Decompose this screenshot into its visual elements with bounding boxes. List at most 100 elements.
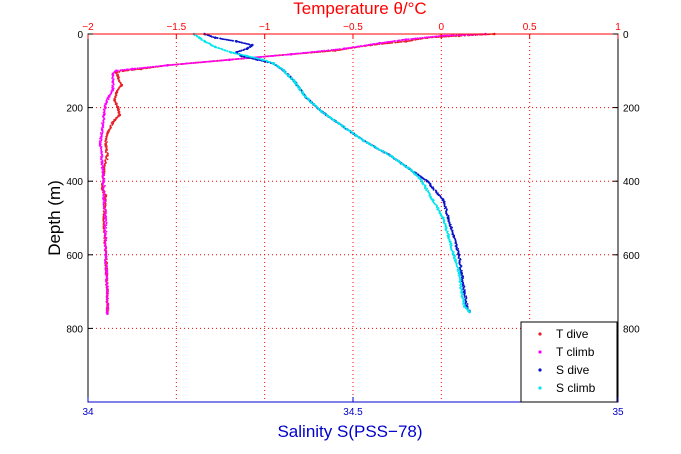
data-point (121, 83, 124, 86)
data-point (323, 113, 326, 116)
data-point (100, 158, 102, 161)
data-point (212, 36, 215, 39)
data-point (101, 127, 104, 130)
data-point (130, 68, 133, 70)
data-point (410, 38, 412, 40)
data-point (281, 54, 284, 56)
data-point (102, 183, 104, 186)
data-point (389, 40, 392, 43)
data-point (227, 58, 230, 61)
top-tick-label: −2 (82, 22, 94, 33)
data-point (224, 49, 227, 52)
series-s-climb (192, 32, 471, 314)
data-point (456, 253, 459, 255)
data-point (193, 34, 196, 37)
data-point (346, 47, 349, 50)
legend-marker (538, 350, 542, 354)
data-point (437, 207, 440, 210)
legend-label: S dive (556, 363, 590, 377)
data-point (104, 200, 106, 203)
data-point (180, 63, 183, 66)
data-point (407, 38, 409, 41)
data-point (440, 215, 443, 218)
data-point (105, 102, 107, 105)
data-point (241, 41, 244, 44)
data-point (436, 193, 439, 196)
data-point (279, 54, 282, 57)
data-point (425, 189, 428, 191)
data-point (106, 153, 109, 156)
data-point (267, 55, 270, 58)
data-point (455, 34, 458, 37)
data-point (375, 42, 378, 45)
data-point (446, 216, 449, 219)
data-point (104, 212, 107, 215)
data-point (215, 46, 217, 49)
data-point (171, 63, 174, 66)
data-point (157, 65, 160, 68)
data-point (104, 142, 107, 145)
data-point (105, 306, 108, 309)
data-point (111, 124, 114, 126)
data-point (206, 60, 209, 63)
y-axis-label: Depth (m) (45, 180, 64, 256)
data-point (315, 50, 318, 53)
y-tick-label-right: 600 (623, 251, 640, 262)
data-point (284, 53, 287, 56)
data-point (446, 234, 449, 237)
top-tick-label: −1.5 (166, 22, 186, 33)
data-point (167, 64, 169, 67)
data-point (123, 68, 126, 71)
data-point (303, 95, 306, 97)
data-point (106, 266, 108, 268)
data-point (245, 54, 248, 57)
data-point (435, 206, 438, 209)
data-point (387, 41, 390, 43)
data-point (106, 149, 109, 151)
data-point (338, 48, 340, 51)
data-point (105, 194, 108, 197)
data-point (445, 227, 448, 230)
data-point (417, 177, 420, 179)
data-point (327, 49, 329, 52)
data-point (100, 136, 103, 139)
y-tick-label-left: 400 (66, 177, 83, 188)
data-point (239, 53, 241, 56)
data-point (437, 194, 440, 197)
data-point (423, 36, 426, 39)
data-point (117, 69, 119, 72)
data-point (425, 179, 428, 182)
data-point (442, 216, 445, 219)
data-point (375, 147, 378, 149)
data-point (195, 61, 198, 64)
y-tick-label-right: 200 (623, 104, 640, 115)
data-point (297, 86, 299, 89)
data-point (258, 56, 260, 59)
data-point (345, 128, 348, 131)
data-point (387, 153, 389, 156)
data-point (450, 34, 453, 37)
bottom-axis-ticks: 34 34.5 35 (82, 397, 624, 418)
data-point (146, 66, 149, 69)
data-point (219, 59, 222, 62)
data-point (238, 41, 241, 44)
data-point (105, 230, 108, 233)
data-point (308, 100, 311, 102)
data-point (190, 62, 193, 65)
data-point (313, 50, 316, 53)
data-point (211, 35, 213, 38)
top-tick-label: −0.5 (343, 22, 363, 33)
data-point (404, 165, 406, 168)
data-point (246, 48, 248, 50)
data-point (453, 259, 456, 262)
data-point (104, 107, 107, 110)
data-point (275, 64, 278, 67)
data-point (112, 87, 115, 90)
data-point (451, 226, 454, 229)
data-point (277, 66, 280, 69)
data-point (399, 41, 402, 43)
data-point (103, 249, 106, 252)
data-point (451, 34, 454, 37)
data-point (349, 46, 352, 49)
data-point (457, 248, 460, 250)
